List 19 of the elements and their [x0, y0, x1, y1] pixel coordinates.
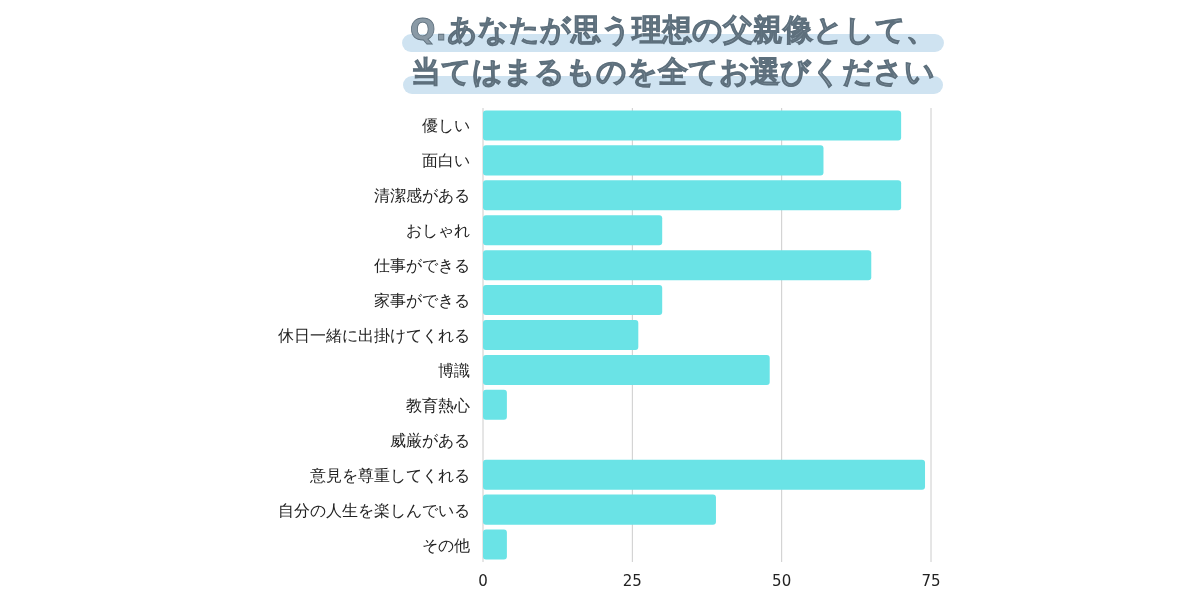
x-tick-label: 50: [772, 572, 792, 590]
x-tick-label: 25: [622, 572, 642, 590]
y-tick-label: 自分の人生を楽しんでいる: [278, 500, 470, 520]
x-tick-label: 75: [921, 572, 941, 590]
y-tick-label: 博識: [438, 360, 470, 380]
y-tick-label: 優しい: [422, 116, 470, 136]
y-tick-label: 休日一緒に出掛けてくれる: [278, 326, 470, 345]
y-tick-label: 面白い: [422, 151, 470, 171]
chart-subtitle: 当てはまるものを全てお選びください: [411, 54, 935, 89]
y-tick-label: 仕事ができる: [373, 256, 470, 276]
y-tick-label: 教育熱心: [406, 395, 470, 415]
y-tick-label: おしゃれ: [406, 221, 470, 241]
chart-title: Q.あなたが思う理想の父親像として、: [410, 12, 936, 47]
y-tick-label: 意見を尊重してくれる: [309, 465, 470, 485]
y-tick-label: 清潔感がある: [374, 186, 470, 206]
y-tick-label: その他: [422, 535, 470, 555]
y-tick-label: 家事ができる: [374, 291, 470, 311]
y-tick-label: 威厳がある: [390, 430, 470, 450]
x-tick-label: 0: [478, 572, 488, 590]
